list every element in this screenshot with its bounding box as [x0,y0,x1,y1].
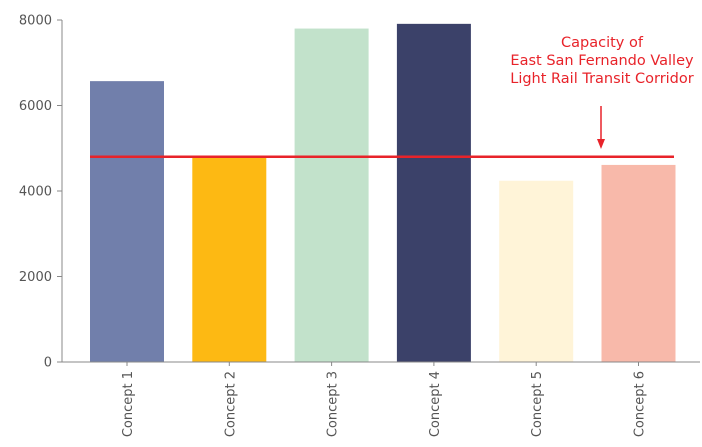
y-axis-ticks: 0 2000 4000 6000 8000 [19,14,62,371]
annotation-arrow-head [597,139,605,149]
bar-concept-2 [192,155,267,362]
annotation-line-2: East San Fernando Valley [510,53,694,69]
bar-concept-6 [601,164,676,362]
bar-concept-3 [294,28,369,363]
y-tick-label: 8000 [19,14,52,29]
bar-concept-4 [396,23,471,362]
y-tick-label: 2000 [19,270,52,285]
y-tick-label: 4000 [19,185,52,200]
x-category-label: Concept 4 [428,371,443,437]
bar-concept-5 [499,180,574,362]
x-category-label: Concept 1 [121,371,136,437]
x-category-label: Concept 3 [326,371,341,437]
x-category-label: Concept 5 [530,371,545,437]
annotation-line-3: Light Rail Transit Corridor [510,71,694,87]
y-tick-label: 0 [44,356,52,371]
x-axis-labels: Concept 1 Concept 2 Concept 3 Concept 4 Conc… [121,362,648,437]
bars [90,23,676,363]
bar-concept-1 [90,81,164,362]
x-category-label: Concept 2 [223,371,238,437]
capacity-annotation: Capacity of East San Fernando Valley Lig… [510,35,694,149]
annotation-line-1: Capacity of [561,35,644,51]
x-category-label: Concept 6 [633,371,648,437]
y-tick-label: 6000 [19,99,52,114]
